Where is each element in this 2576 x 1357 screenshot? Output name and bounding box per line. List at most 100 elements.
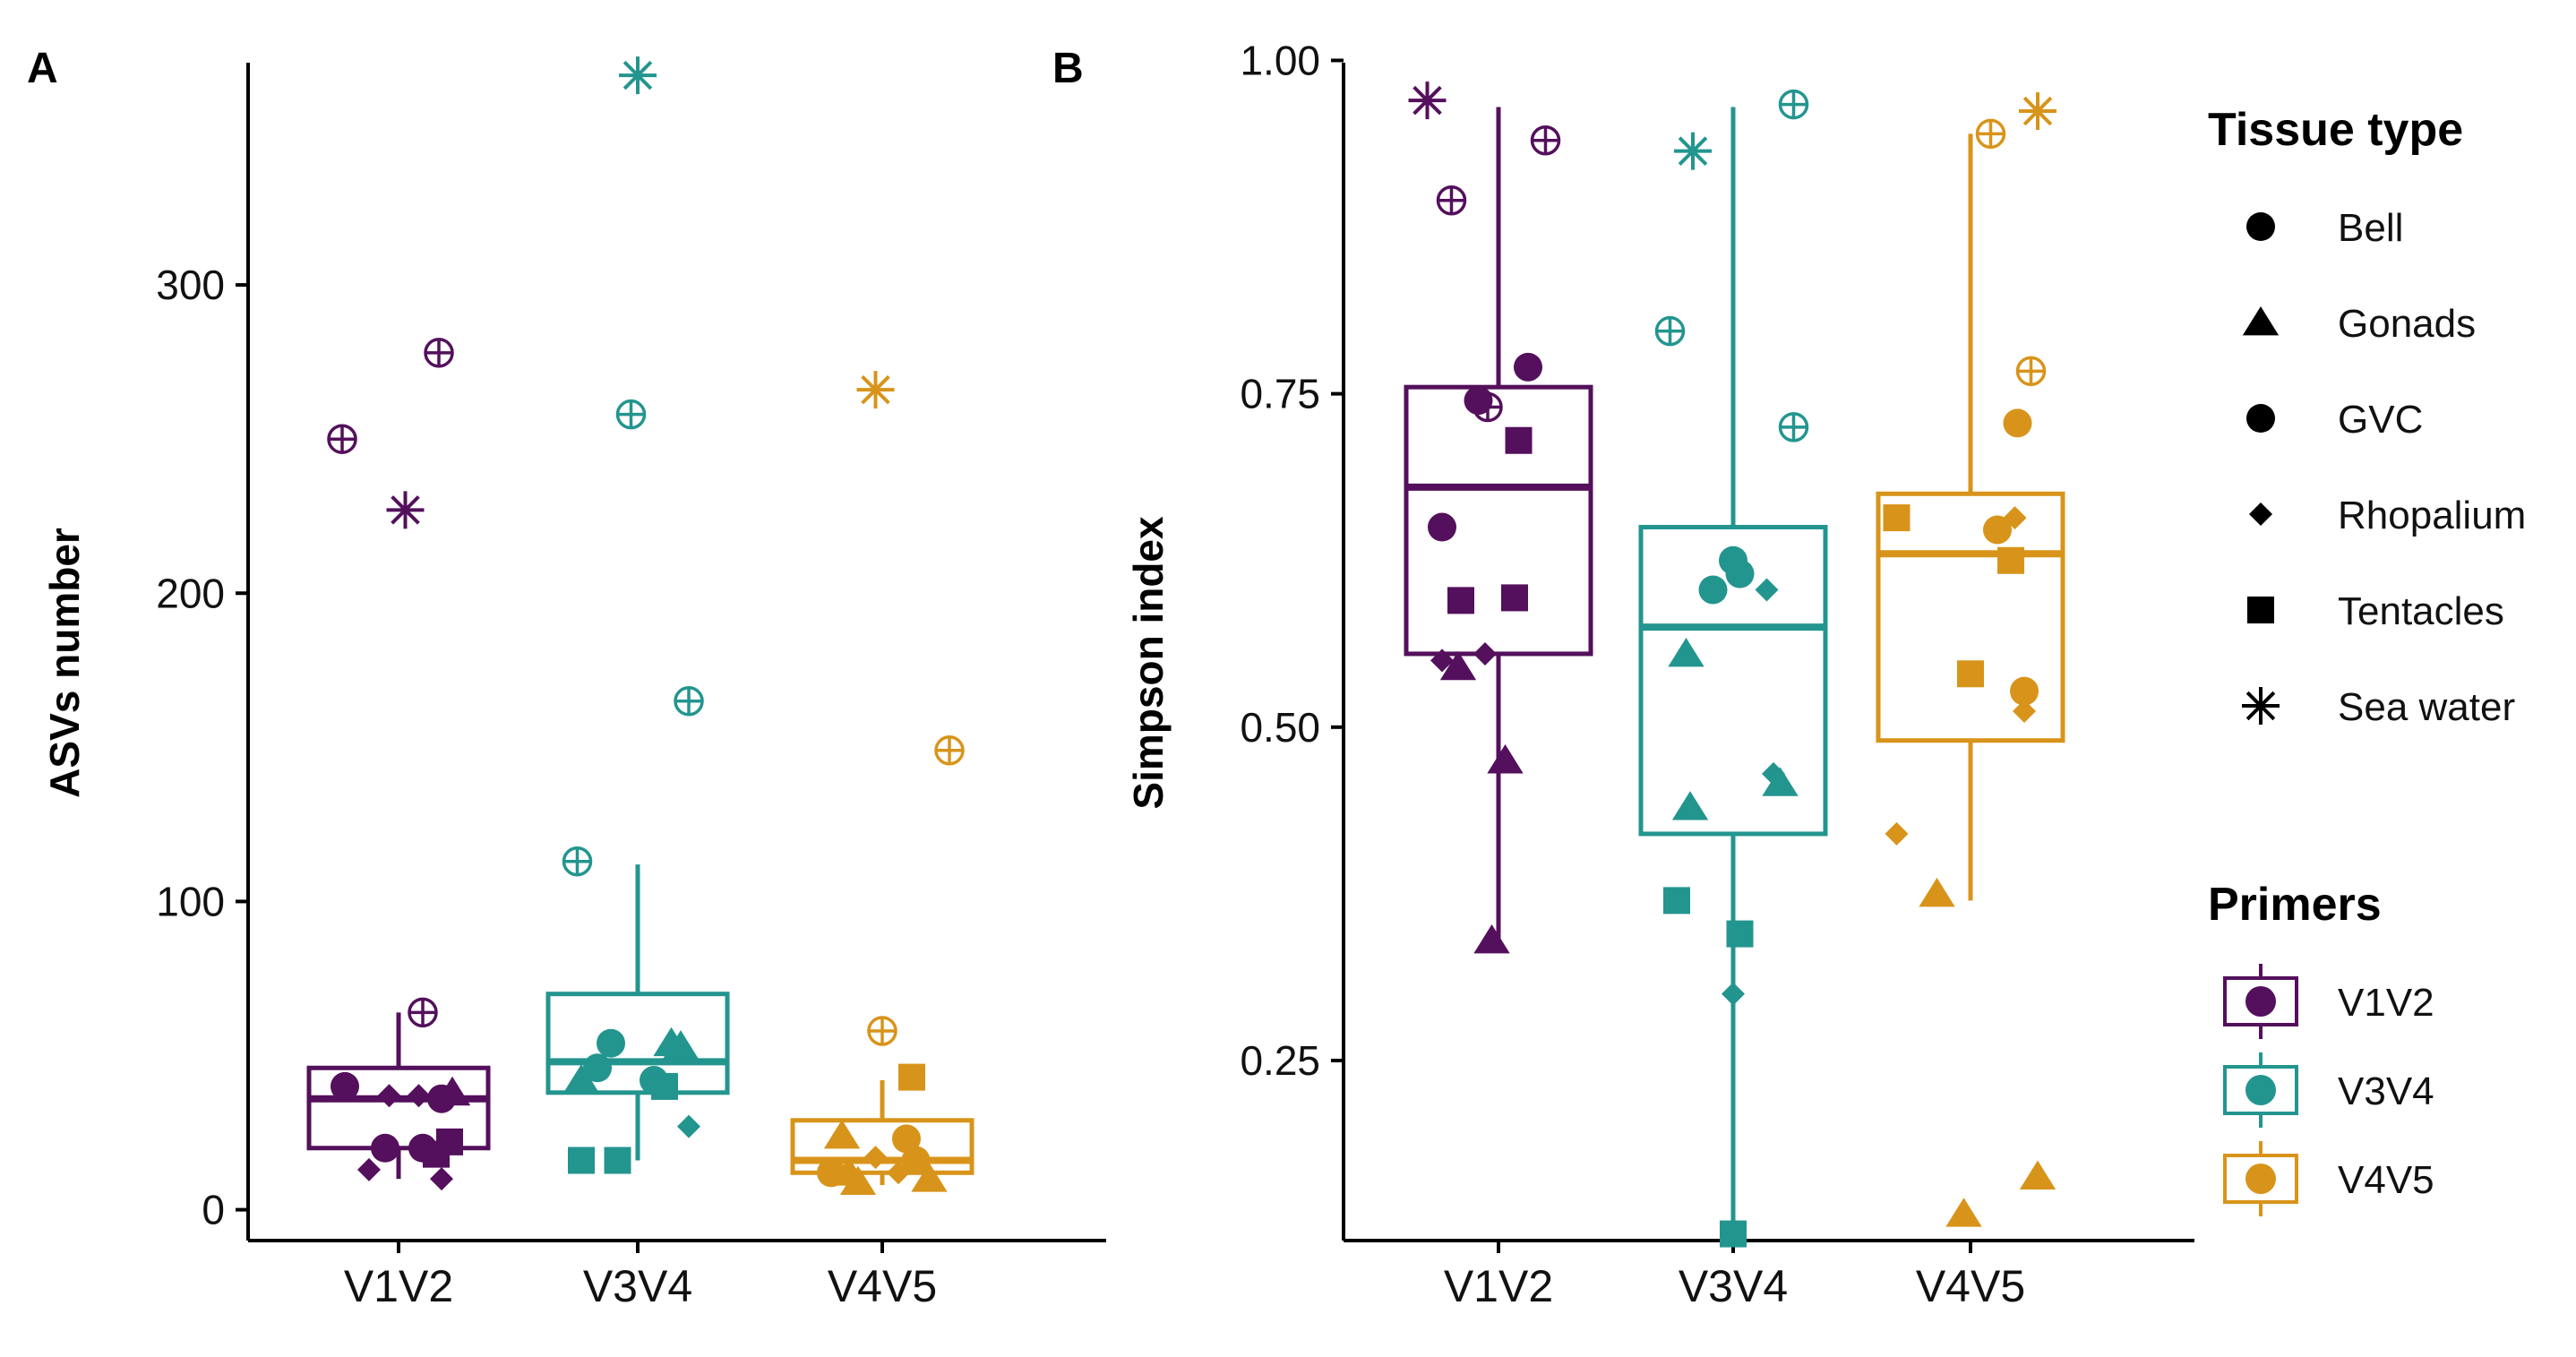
- point-V1V2-triangle: [1439, 650, 1477, 681]
- point-V4V5-circle: [1983, 515, 2012, 545]
- point-V1V2-square: [436, 1128, 463, 1155]
- box-iqr: [1638, 525, 1828, 837]
- point-V3V4-star: [619, 56, 657, 95]
- legend-primers-title: Primers: [2208, 879, 2382, 931]
- point-V3V4-triangle: [562, 1064, 600, 1094]
- panel-a-y-axis-label: ASVs number: [41, 528, 88, 798]
- x-tick-label: V3V4: [1679, 1261, 1788, 1311]
- point-V4V5-oplus: [934, 735, 965, 766]
- point-V1V2-star: [386, 491, 425, 529]
- point-V1V2-diamond: [1473, 641, 1497, 666]
- point-V3V4-oplus: [615, 399, 647, 430]
- point-V1V2-oplus: [1530, 125, 1561, 156]
- point-V4V5-oplus: [1975, 118, 2006, 150]
- point-V1V2-triangle: [434, 1076, 471, 1106]
- point-V4V5-triangle: [1919, 877, 1955, 907]
- point-V4V5-diamond: [1885, 821, 1909, 846]
- point-V3V4-triangle: [1762, 767, 1799, 796]
- point-V3V4-square: [651, 1072, 678, 1100]
- box-iqr: [1876, 491, 2065, 743]
- point-V1V2-oplus: [1473, 391, 1503, 423]
- y-tick-label: 0.75: [1240, 371, 1320, 417]
- legend-primer-items: V1V2 V3V4 V4V5: [2223, 964, 2434, 1216]
- point-V1V2-diamond: [377, 1084, 401, 1108]
- legend-square-icon: [2247, 597, 2274, 623]
- point-V3V4-square: [1663, 887, 1690, 915]
- x-tick-label: V3V4: [583, 1261, 692, 1311]
- point-V4V5-square: [898, 1063, 925, 1091]
- legend-tissue-label: GVC: [2338, 398, 2423, 442]
- legend-primer-label: V1V2: [2338, 981, 2434, 1025]
- point-V4V5-diamond: [2003, 506, 2027, 530]
- panel-b: B 0.25 0.50 0.75 1.00 V1V2 V3V4 V4V5 Simpson i…: [1052, 37, 2194, 1311]
- box-iqr: [790, 1118, 975, 1175]
- point-V1V2-oplus: [424, 338, 454, 368]
- box-V3V4: [1638, 107, 1828, 1234]
- point-V1V2-circle: [371, 1133, 399, 1163]
- point-V1V2-diamond: [1430, 648, 1454, 673]
- legend-tissue-item: Sea water: [2242, 685, 2515, 729]
- point-V4V5-diamond: [863, 1146, 888, 1170]
- y-tick-label: 0.50: [1240, 704, 1320, 751]
- legend-primer-label: V3V4: [2338, 1069, 2434, 1113]
- legend-circle-icon: [2246, 212, 2275, 241]
- point-V4V5-triangle: [1945, 1198, 1982, 1227]
- legend: Tissue type Bell Gonads GVC Rhopalium Tentac…: [2208, 104, 2526, 1216]
- point-V3V4-square: [1720, 1220, 1747, 1248]
- point-V4V5-triangle: [911, 1163, 948, 1192]
- point-V4V5-circle: [2003, 408, 2032, 438]
- point-V3V4-oplus: [1654, 315, 1686, 347]
- panel-b-boxes: [1404, 107, 2065, 1234]
- point-V1V2-circle: [1514, 352, 1542, 382]
- legend-tissue-items: Bell Gonads GVC Rhopalium Tentacles Sea water: [2242, 206, 2526, 729]
- panel-b-y-axis-label: Simpson index: [1125, 516, 1172, 810]
- x-tick-label: V1V2: [344, 1261, 453, 1311]
- y-tick-label: 0.25: [1240, 1037, 1320, 1084]
- x-tick-label: V4V5: [828, 1261, 937, 1311]
- legend-tissue-item: Gonads: [2242, 302, 2476, 346]
- point-V1V2-diamond: [430, 1167, 453, 1191]
- box-V4V5: [1876, 133, 2065, 901]
- point-V4V5-star: [2019, 92, 2057, 131]
- legend-primer-dot: [2245, 1164, 2276, 1194]
- point-V3V4-star: [1674, 132, 1712, 170]
- point-V1V2-circle: [331, 1071, 359, 1101]
- y-tick-label: 200: [156, 570, 225, 616]
- legend-primer-V3V4: V3V4: [2223, 1052, 2434, 1128]
- legend-primer-V1V2: V1V2: [2223, 964, 2434, 1039]
- point-V1V2-circle: [1428, 512, 1456, 542]
- point-V3V4-circle: [1725, 559, 1755, 588]
- box-V3V4: [545, 864, 730, 1161]
- legend-diamond-icon: [2249, 502, 2272, 526]
- point-V3V4-circle: [583, 1053, 612, 1083]
- point-V4V5-triangle: [839, 1165, 877, 1196]
- point-V3V4-diamond: [1722, 982, 1745, 1006]
- box-V1V2: [1404, 107, 1593, 941]
- y-tick-label: 100: [156, 878, 225, 924]
- point-V3V4-oplus: [562, 846, 593, 877]
- point-V4V5-oplus: [2015, 356, 2047, 387]
- panel-a-letter: A: [27, 45, 58, 92]
- point-V1V2-square: [1501, 584, 1528, 612]
- point-V3V4-oplus: [1778, 89, 1809, 120]
- point-V4V5-square: [1883, 504, 1911, 532]
- legend-tissue-label: Rhopalium: [2338, 494, 2526, 537]
- point-V1V2-triangle: [1487, 744, 1524, 774]
- legend-tissue-item: Rhopalium: [2249, 494, 2526, 537]
- point-V1V2-square: [1505, 426, 1533, 454]
- panel-b-axes: 0.25 0.50 0.75 1.00 V1V2 V3V4 V4V5: [1240, 37, 2194, 1311]
- point-V3V4-oplus: [674, 685, 704, 717]
- point-V3V4-triangle: [1668, 637, 1704, 667]
- panel-b-letter: B: [1052, 45, 1084, 92]
- point-V1V2-triangle: [1473, 924, 1510, 954]
- point-V1V2-diamond: [407, 1084, 431, 1108]
- point-V3V4-square: [568, 1147, 595, 1174]
- point-V4V5-star: [856, 371, 895, 409]
- box-iqr: [545, 992, 730, 1095]
- point-V3V4-triangle: [662, 1030, 700, 1060]
- point-V3V4-square: [1726, 920, 1754, 948]
- legend-tissue-title: Tissue type: [2208, 104, 2463, 156]
- point-V3V4-circle: [1698, 575, 1728, 605]
- point-V4V5-square: [1957, 660, 1984, 688]
